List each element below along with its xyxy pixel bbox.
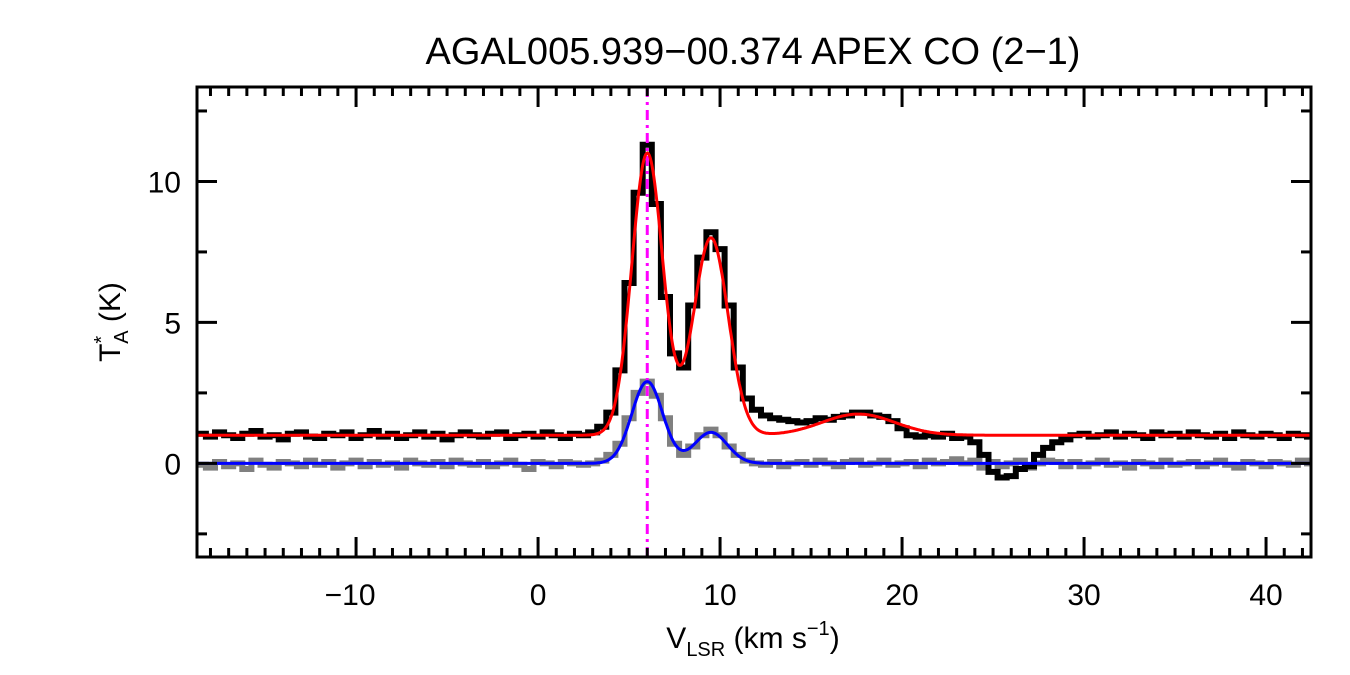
- chart-title: AGAL005.939−00.374 APEX CO (2−1): [426, 31, 1081, 73]
- axes: −10 0 10 20 30 40 0 5 10: [148, 85, 1313, 612]
- gray-spectrum-histogram: [197, 378, 1311, 472]
- x-axis-label: VLSR (km s−1): [666, 618, 839, 661]
- x-tick-label: 20: [885, 579, 918, 612]
- y-tick-label: 5: [164, 307, 181, 340]
- x-tick-label: 40: [1249, 579, 1282, 612]
- y-tick-label: 0: [164, 448, 181, 481]
- x-tick-label: 10: [703, 579, 736, 612]
- plot-area: [197, 87, 1311, 557]
- red-gaussian-fit: [197, 151, 1311, 437]
- blue-gaussian-fit: [197, 380, 1311, 465]
- y-tick-label: 10: [148, 166, 181, 199]
- x-tick-label: 30: [1067, 579, 1100, 612]
- plot-frame: [195, 85, 1313, 559]
- x-tick-label: 0: [530, 579, 547, 612]
- y-axis-label: T*A (K): [91, 282, 133, 362]
- x-tick-label: −10: [325, 579, 376, 612]
